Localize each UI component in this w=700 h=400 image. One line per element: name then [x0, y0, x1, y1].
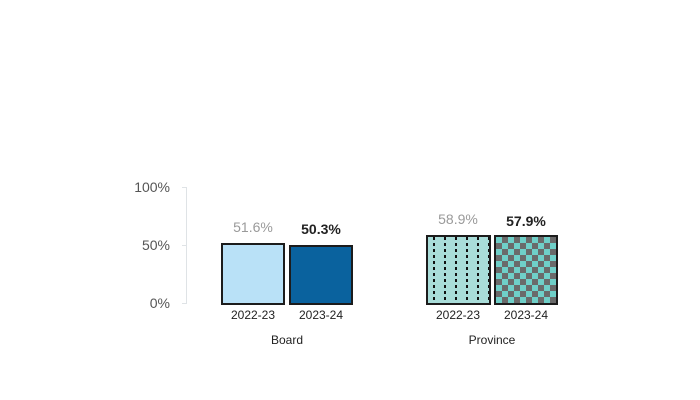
y-tick-0: 0% [149, 295, 170, 311]
y-tick-mark-0 [182, 303, 187, 304]
y-tick-mark-100 [182, 187, 187, 188]
y-tick-50: 50% [141, 237, 170, 253]
board-2023-24-value: 50.3% [301, 221, 341, 237]
province-2022-23-bar [426, 235, 491, 305]
board-2022-23-bar [221, 243, 285, 305]
board-2023-24-bar [289, 245, 353, 305]
board-group-label: Board [270, 333, 304, 347]
province-2023-24-label: 2023-24 [503, 308, 549, 322]
board-2022-23-label: 2022-23 [230, 308, 276, 322]
province-group-label: Province [468, 333, 516, 347]
board-2023-24-label: 2023-24 [298, 308, 344, 322]
province-2022-23-label: 2022-23 [435, 308, 481, 322]
dash-pattern [428, 237, 489, 303]
province-2023-24-value: 57.9% [506, 213, 546, 229]
y-tick-mark-50 [182, 245, 187, 246]
province-2023-24-bar [494, 235, 558, 305]
y-tick-100: 100% [134, 179, 170, 195]
board-2022-23-value: 51.6% [233, 219, 273, 235]
province-2022-23-value: 58.9% [438, 211, 478, 227]
